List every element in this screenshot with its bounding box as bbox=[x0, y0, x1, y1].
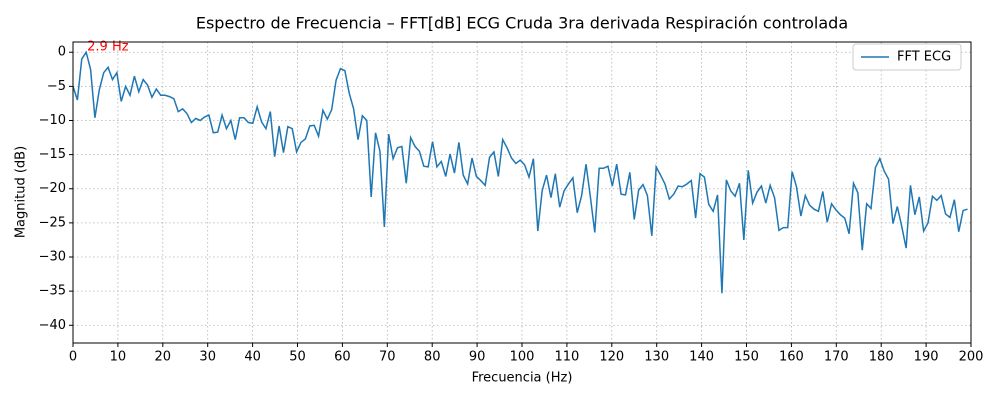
x-tick-label: 140 bbox=[689, 350, 714, 365]
x-tick-label: 10 bbox=[110, 350, 127, 365]
x-tick-label: 60 bbox=[334, 350, 351, 365]
x-tick-label: 170 bbox=[824, 350, 849, 365]
y-tick-label: −15 bbox=[39, 147, 66, 162]
x-tick-label: 90 bbox=[469, 350, 486, 365]
x-tick-label: 70 bbox=[379, 350, 396, 365]
x-tick-label: 130 bbox=[644, 350, 669, 365]
x-axis-label: Frecuencia (Hz) bbox=[472, 371, 573, 386]
x-tick-label: 180 bbox=[869, 350, 894, 365]
y-axis-label: Magnitud (dB) bbox=[14, 146, 29, 238]
plot-frame bbox=[72, 41, 972, 344]
y-tick-label: −5 bbox=[47, 79, 66, 94]
x-tick-label: 100 bbox=[510, 350, 535, 365]
y-tick-label: −25 bbox=[39, 215, 66, 230]
x-tick-label: 190 bbox=[914, 350, 939, 365]
x-tick-label: 150 bbox=[734, 350, 759, 365]
chart-title: Espectro de Frecuencia – FFT[dB] ECG Cru… bbox=[196, 14, 848, 33]
y-tick-label: −10 bbox=[39, 113, 66, 128]
peak-annotation: 2.9 Hz bbox=[87, 40, 129, 55]
legend-label: FFT ECG bbox=[897, 50, 951, 65]
x-tick-label: 200 bbox=[959, 350, 984, 365]
x-tick-label: 160 bbox=[779, 350, 804, 365]
x-tick-label: 0 bbox=[69, 350, 77, 365]
y-tick-label: −35 bbox=[39, 284, 66, 299]
x-tick-label: 20 bbox=[155, 350, 172, 365]
legend-box bbox=[852, 43, 962, 71]
series-line bbox=[73, 50, 968, 294]
y-tick-label: −20 bbox=[39, 181, 66, 196]
y-tick-label: −40 bbox=[39, 318, 66, 333]
x-tick-label: 50 bbox=[289, 350, 306, 365]
x-tick-label: 30 bbox=[199, 350, 216, 365]
x-tick-label: 110 bbox=[554, 350, 579, 365]
x-tick-label: 80 bbox=[424, 350, 441, 365]
x-tick-label: 120 bbox=[599, 350, 624, 365]
y-tick-label: 0 bbox=[58, 45, 66, 60]
x-tick-label: 40 bbox=[244, 350, 261, 365]
y-tick-label: −30 bbox=[39, 250, 66, 265]
